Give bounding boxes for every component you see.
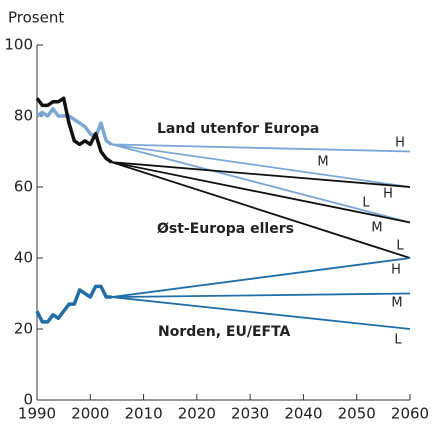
y-axis-label: Prosent (8, 9, 64, 27)
series-label: Norden, EU/EFTA (158, 324, 291, 340)
x-tick-label: 1990 (18, 405, 56, 423)
x-tick-label: 2020 (178, 405, 216, 423)
x-tick-label: 2040 (284, 405, 322, 423)
series-label: Øst-Europa ellers (157, 221, 294, 237)
projection-label: L (396, 239, 404, 254)
projection-label: L (394, 333, 402, 348)
projection-label: L (362, 196, 370, 211)
y-tick-label: 100 (4, 36, 33, 54)
history-line (35, 96, 113, 164)
projection-line (111, 161, 411, 188)
projection-label: H (395, 136, 405, 151)
y-tick-label: 60 (14, 178, 33, 196)
x-tick-label: 2010 (124, 405, 162, 423)
projection-label: M (391, 296, 402, 311)
y-tick-label: 20 (14, 320, 33, 338)
projection-label: M (371, 221, 382, 236)
series-label: Land utenfor Europa (157, 121, 319, 137)
y-tick-label: 0 (23, 391, 33, 409)
y-tick-label: 80 (14, 107, 33, 125)
projection-line (111, 257, 411, 298)
projection-line (111, 161, 411, 259)
x-tick-label: 2030 (231, 405, 269, 423)
projection-label: M (317, 155, 328, 170)
projection-line (111, 296, 411, 330)
history-line (36, 107, 113, 146)
x-tick-label: 2000 (71, 405, 109, 423)
projection-label: H (391, 263, 401, 278)
projection-line (111, 143, 411, 188)
x-tick-label: 2050 (338, 405, 376, 423)
history-line (35, 284, 112, 324)
projection-line (111, 161, 411, 224)
projection-line (111, 143, 411, 153)
projection-line (111, 292, 411, 298)
y-tick-label: 40 (14, 249, 33, 267)
projection-label: H (383, 187, 393, 202)
x-tick-label: 2060 (391, 405, 429, 423)
projection-line (111, 143, 411, 224)
